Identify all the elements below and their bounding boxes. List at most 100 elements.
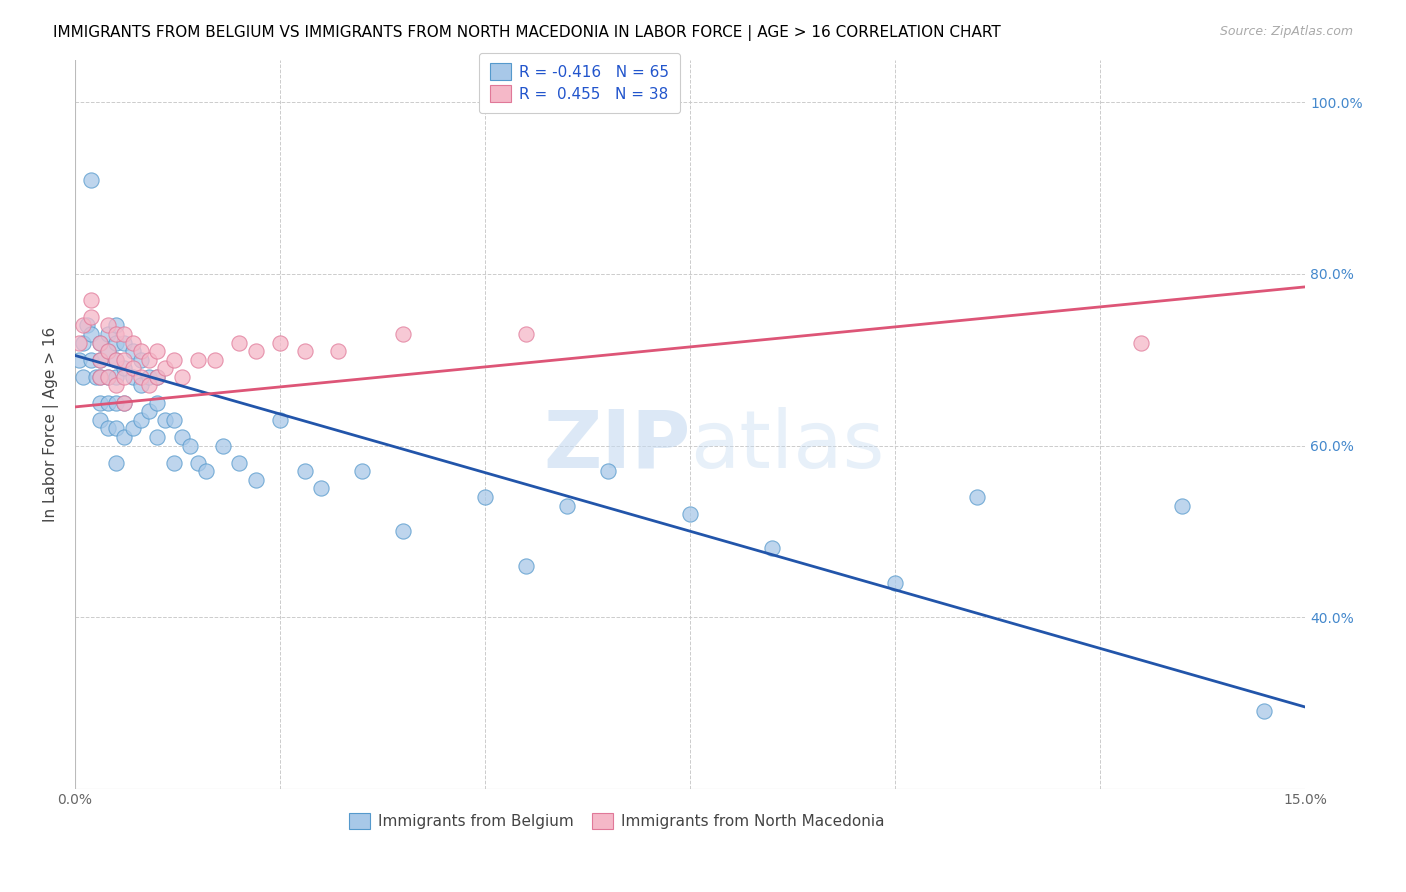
Point [884,575,907,590]
Point [121,421,143,435]
Point [211,438,233,452]
Point [515,326,537,341]
Point [187,456,209,470]
Point [598,464,620,478]
Point [112,335,135,350]
Point [80,326,103,341]
Point [97,370,120,384]
Point [555,499,578,513]
Point [72,318,94,333]
Point [146,395,169,409]
Point [155,413,177,427]
Point [105,326,128,341]
Point [129,370,152,384]
Point [269,335,291,350]
Point [105,352,128,367]
Point [761,541,783,556]
Point [138,404,160,418]
Point [162,352,184,367]
Point [170,370,193,384]
Point [294,464,316,478]
Point [966,490,988,504]
Point [105,318,128,333]
Point [97,318,120,333]
Point [72,335,94,350]
Text: Source: ZipAtlas.com: Source: ZipAtlas.com [1219,25,1353,38]
Point [146,344,169,359]
Point [294,344,316,359]
Point [89,413,111,427]
Point [112,352,135,367]
Point [89,395,111,409]
Point [245,344,267,359]
Point [97,344,120,359]
Point [89,335,111,350]
Point [76,318,98,333]
Y-axis label: In Labor Force | Age > 16: In Labor Force | Age > 16 [44,326,59,522]
Point [138,370,160,384]
Point [105,370,128,384]
Point [129,344,152,359]
Point [309,482,332,496]
Point [112,370,135,384]
Point [146,370,169,384]
Point [105,378,128,392]
Point [138,378,160,392]
Point [129,378,152,392]
Point [112,326,135,341]
Point [228,335,250,350]
Point [89,370,111,384]
Point [112,395,135,409]
Point [105,395,128,409]
Point [679,507,702,521]
Point [1171,499,1194,513]
Point [112,361,135,376]
Point [474,490,496,504]
Point [67,335,90,350]
Point [179,438,201,452]
Point [1130,335,1153,350]
Point [105,421,128,435]
Point [204,352,226,367]
Point [129,413,152,427]
Point [105,335,128,350]
Point [84,370,107,384]
Point [97,326,120,341]
Point [138,352,160,367]
Point [121,344,143,359]
Text: ZIP: ZIP [543,407,690,485]
Point [89,370,111,384]
Legend: Immigrants from Belgium, Immigrants from North Macedonia: Immigrants from Belgium, Immigrants from… [343,806,890,836]
Point [392,524,415,539]
Point [97,344,120,359]
Point [105,352,128,367]
Point [112,395,135,409]
Point [89,352,111,367]
Point [392,326,415,341]
Point [187,352,209,367]
Point [146,370,169,384]
Point [1253,704,1275,718]
Point [72,370,94,384]
Point [228,456,250,470]
Point [326,344,349,359]
Point [89,352,111,367]
Point [162,413,184,427]
Point [352,464,374,478]
Point [97,421,120,435]
Point [112,430,135,444]
Point [80,352,103,367]
Point [170,430,193,444]
Point [121,370,143,384]
Point [97,395,120,409]
Point [245,473,267,487]
Point [97,370,120,384]
Point [105,456,128,470]
Point [80,172,103,186]
Point [146,430,169,444]
Point [155,361,177,376]
Point [121,335,143,350]
Point [80,310,103,324]
Point [121,361,143,376]
Text: IMMIGRANTS FROM BELGIUM VS IMMIGRANTS FROM NORTH MACEDONIA IN LABOR FORCE | AGE : IMMIGRANTS FROM BELGIUM VS IMMIGRANTS FR… [53,25,1001,41]
